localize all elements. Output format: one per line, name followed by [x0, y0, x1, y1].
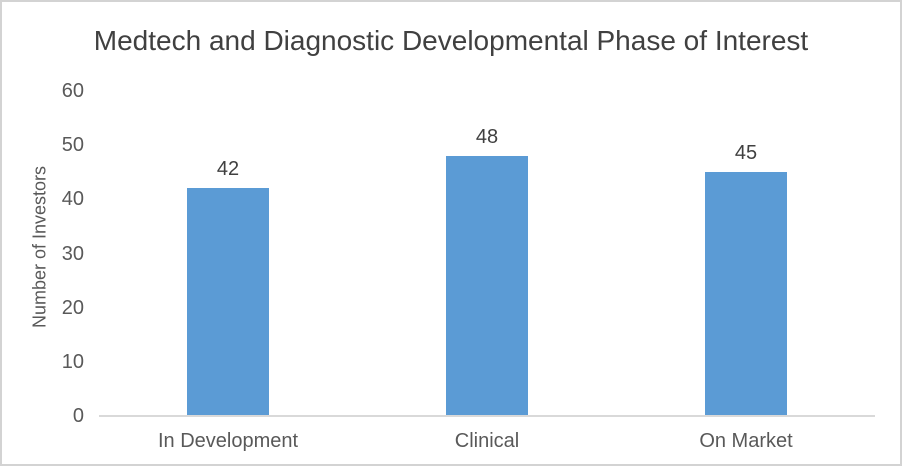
y-tick-label: 0 — [72, 405, 84, 427]
bar — [446, 156, 528, 415]
y-tick-label: 30 — [61, 242, 84, 265]
y-tick-label: 60 — [61, 80, 84, 102]
x-category-label: Clinical — [454, 430, 520, 452]
chart-title: Medtech and Diagnostic Developmental Pha… — [93, 25, 809, 56]
y-tick-label: 40 — [61, 188, 84, 211]
bar-value-label: 45 — [734, 142, 758, 164]
bar — [187, 188, 269, 415]
x-category-label: On Market — [699, 430, 793, 452]
y-tick-label: 10 — [61, 350, 84, 373]
bar-value-label: 42 — [216, 158, 240, 180]
y-tick-label: 50 — [61, 134, 84, 157]
y-tick-label: 20 — [61, 296, 84, 319]
bar — [705, 172, 787, 415]
x-category-label: In Development — [157, 430, 299, 452]
bar-value-label: 48 — [475, 126, 499, 148]
x-axis-line — [99, 415, 875, 417]
